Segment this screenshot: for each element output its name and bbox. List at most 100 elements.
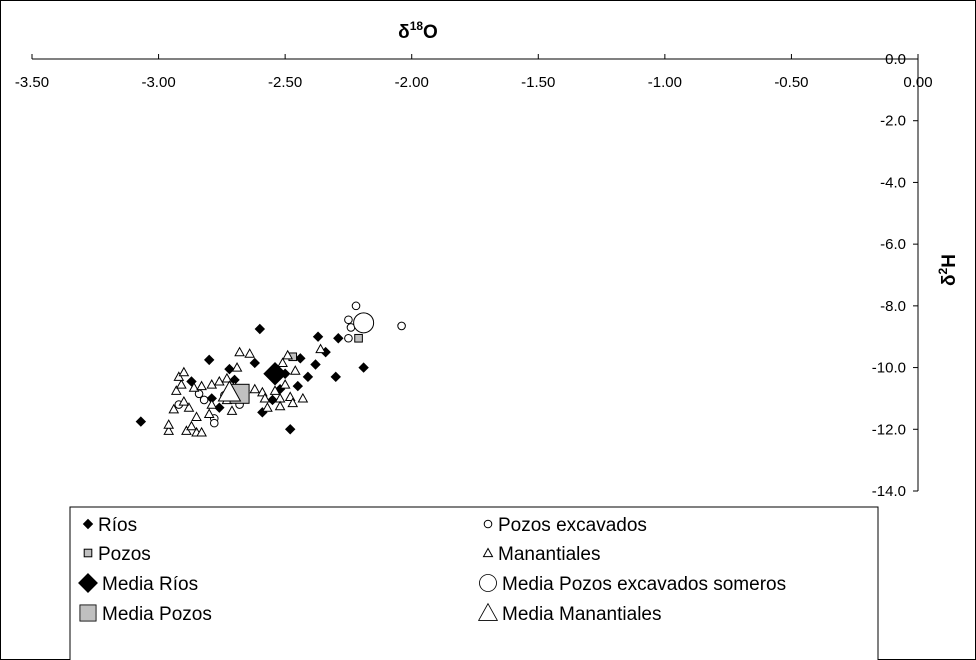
point-pozos-excavados [397,321,406,331]
point-pozos-excavados [344,315,353,325]
point-pozos-excavados [351,301,361,311]
point-manantiales [206,399,218,409]
y-tick-label: -12.0 [872,421,906,438]
point-manantiales [163,419,175,429]
legend-marker [479,574,497,592]
x-tick-label: -2.50 [268,74,302,91]
legend-entry: Pozos [83,544,151,565]
legend-marker [477,602,499,621]
point-rios [310,359,321,370]
point-manantiales [231,362,243,372]
y-axis-ticks: 0.0 -2.0 -4.0 -6.0 -8.0 -10.0 -12.0 -14.0 [872,51,918,500]
point-rios [267,394,278,406]
point-manantiales [170,385,182,395]
point-manantiales [287,397,299,408]
x-tick-label: -3.50 [15,74,49,91]
point-manantiales [226,405,238,415]
point-media-pozos-excavados-someros [353,312,375,334]
legend-entry: Ríos [82,515,137,536]
point-rios [302,371,314,383]
point-manantiales [249,383,261,394]
y-tick-label: -4.0 [880,174,906,191]
point-media-rios [263,362,287,386]
x-tick-label: -1.50 [521,74,555,91]
legend-marker [83,548,93,558]
legend-label: Media Manantiales [502,604,661,625]
point-rios [254,323,266,335]
point-rios [203,354,215,366]
y-tick-label: -8.0 [880,298,906,315]
legend-box [69,506,879,660]
axes [32,58,919,491]
point-manantiales [178,395,190,406]
legend-entry: Media Pozos [79,604,212,625]
point-manantiales [181,425,192,435]
x-tick-label: -1.00 [648,74,682,91]
point-pozos [354,333,363,343]
point-rios [224,363,235,375]
y-axis-title: δ2H [936,254,960,286]
point-rios [249,357,260,369]
legend-entry: Pozos excavados [483,515,647,536]
point-media-manantiales [217,380,242,402]
legend-marker [482,547,494,558]
x-axis-ticks: -3.50 -3.00 -2.50 -2.00 -1.50 -1.00 -0.50 0.00 [15,54,933,91]
legend-label: Manantiales [498,544,600,565]
point-manantiales [196,426,207,437]
legend: Ríos Pozos excavados Pozos Manantiales Media… [78,515,786,625]
point-pozos-excavados [344,333,353,343]
point-rios [333,333,344,344]
y-tick-label: -2.0 [880,113,906,130]
x-tick-label: -0.50 [774,74,808,91]
y-tick-label: -10.0 [872,360,906,377]
legend-label: Media Pozos [102,604,212,625]
point-manantiales [234,346,245,357]
point-rios [135,416,147,427]
point-manantiales [274,400,286,411]
point-manantiales [244,348,256,358]
x-tick-label: -2.00 [395,74,429,91]
point-manantiales [168,403,180,414]
legend-label: Pozos [98,544,151,565]
point-manantiales [186,420,197,431]
point-manantiales [279,379,291,389]
point-pozos-excavados [199,395,209,405]
point-manantiales [297,392,309,403]
x-tick-label: 0.00 [903,74,932,91]
legend-label: Media Pozos excavados someros [502,574,786,595]
point-manantiales [188,382,200,392]
point-manantiales [183,402,195,412]
legend-marker [82,518,94,530]
legend-label: Ríos [98,515,137,536]
point-manantiales [196,380,207,391]
legend-entry: Media Ríos [78,573,198,595]
legend-label: Media Ríos [102,574,198,595]
point-manantiales [213,375,225,386]
legend-label: Pozos excavados [498,515,647,536]
point-manantiales [269,385,281,395]
point-manantiales [176,379,187,389]
point-manantiales [173,371,185,381]
point-rios [312,331,324,342]
point-manantiales [315,343,326,354]
x-axis-title: δ18O [398,19,438,43]
point-manantiales [262,402,273,412]
y-tick-label: 0.0 [885,51,906,68]
legend-entry: Media Pozos excavados someros [479,574,786,595]
point-manantiales [163,425,175,435]
point-manantiales [203,408,215,418]
legend-entry: Manantiales [482,544,600,565]
point-rios [214,402,225,413]
point-manantiales [178,366,190,377]
y-tick-label: -6.0 [880,236,906,253]
point-rios [295,353,306,364]
point-manantiales [221,372,233,383]
point-pozos-excavados [209,418,219,428]
point-rios [284,424,296,435]
legend-marker [483,519,493,529]
legend-marker [79,604,97,622]
y-tick-label: -14.0 [872,483,906,500]
point-rios [330,371,341,383]
data-points [135,301,406,437]
